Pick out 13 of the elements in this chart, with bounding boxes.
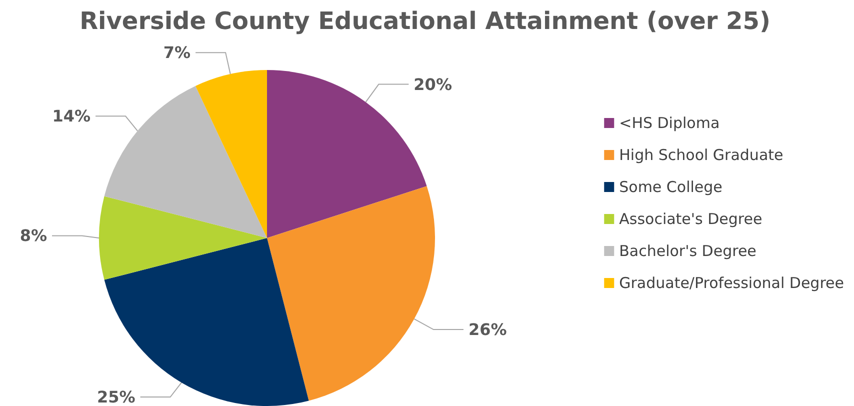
data-label: 8% [20,226,48,246]
legend-label: Associate's Degree [619,210,762,228]
legend-label: High School Graduate [619,146,784,164]
legend-label: <HS Diploma [619,114,720,132]
legend-label: Bachelor's Degree [619,242,756,260]
chart-title: Riverside County Educational Attainment (over 25) [80,7,770,35]
data-label: 26% [468,320,507,340]
data-label: 7% [163,43,191,62]
data-label: 25% [96,388,136,406]
legend-label: Graduate/Professional Degree [619,274,844,292]
data-label: 14% [52,106,91,126]
data-label: 20% [414,74,452,94]
legend-label: Some College [619,178,722,196]
